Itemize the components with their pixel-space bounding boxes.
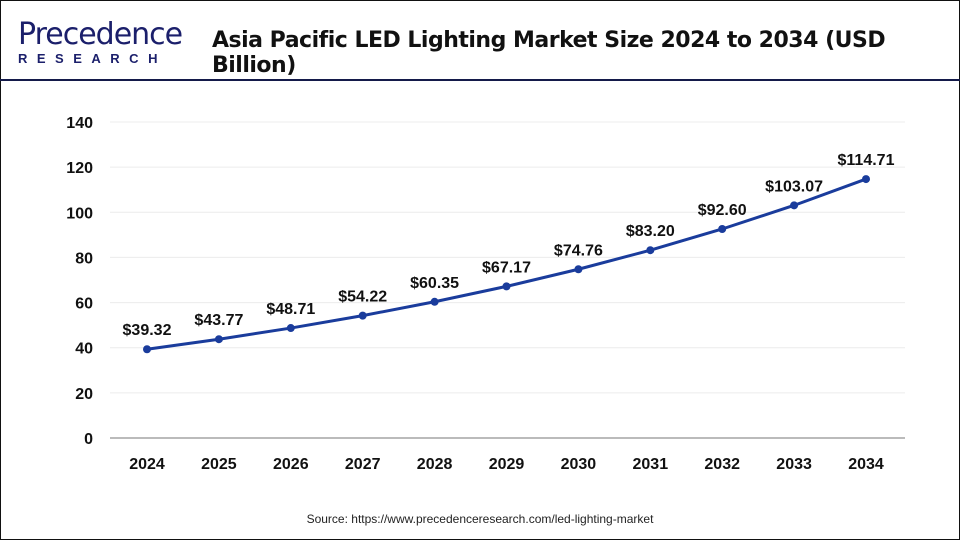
y-tick-label: 140 (66, 115, 93, 132)
data-point (430, 297, 439, 306)
data-point (358, 311, 367, 320)
y-tick-label: 120 (66, 160, 93, 177)
data-point (214, 335, 223, 344)
data-label: $74.76 (554, 242, 603, 259)
data-point (790, 201, 799, 210)
data-point (718, 224, 727, 233)
data-label: $48.71 (266, 301, 315, 318)
x-tick-label: 2033 (776, 456, 812, 473)
data-label: $54.22 (338, 289, 387, 306)
logo-bottom: RESEARCH (18, 51, 167, 66)
precedence-research-logo: Precedence RESEARCH (18, 17, 183, 67)
y-tick-label: 40 (75, 341, 93, 358)
data-point (862, 175, 870, 184)
x-tick-label: 2031 (633, 456, 669, 473)
x-tick-label: 2032 (704, 456, 740, 473)
source-note: Source: https://www.precedenceresearch.c… (306, 512, 654, 526)
data-point (143, 345, 151, 354)
x-tick-label: 2030 (561, 456, 597, 473)
data-label: $103.07 (765, 178, 823, 195)
y-tick-label: 60 (75, 296, 93, 313)
x-tick-label: 2025 (201, 456, 237, 473)
x-tick-label: 2026 (273, 456, 309, 473)
y-tick-label: 80 (75, 250, 93, 267)
data-label: $83.20 (626, 223, 675, 240)
data-label: $39.32 (123, 322, 172, 339)
x-tick-label: 2024 (129, 456, 165, 473)
y-tick-label: 100 (66, 205, 93, 222)
logo-top: Precedence (18, 17, 183, 52)
x-tick-label: 2027 (345, 456, 381, 473)
x-tick-label: 2034 (848, 456, 884, 473)
data-label: $67.17 (482, 259, 531, 276)
chart-title: Asia Pacific LED Lighting Market Size 20… (212, 28, 886, 78)
data-point (646, 246, 655, 255)
data-label: $114.71 (838, 152, 895, 169)
y-tick-label: 0 (84, 431, 93, 448)
data-point (502, 282, 511, 291)
header: Precedence RESEARCH Asia Pacific LED Lig… (0, 0, 960, 81)
data-point (574, 265, 583, 274)
data-label: $60.35 (410, 275, 459, 292)
data-label: $43.77 (194, 312, 243, 329)
data-point (286, 324, 295, 333)
data-label: $92.60 (698, 202, 747, 219)
y-tick-label: 20 (75, 386, 93, 403)
x-tick-label: 2029 (489, 456, 525, 473)
x-tick-label: 2028 (417, 456, 453, 473)
